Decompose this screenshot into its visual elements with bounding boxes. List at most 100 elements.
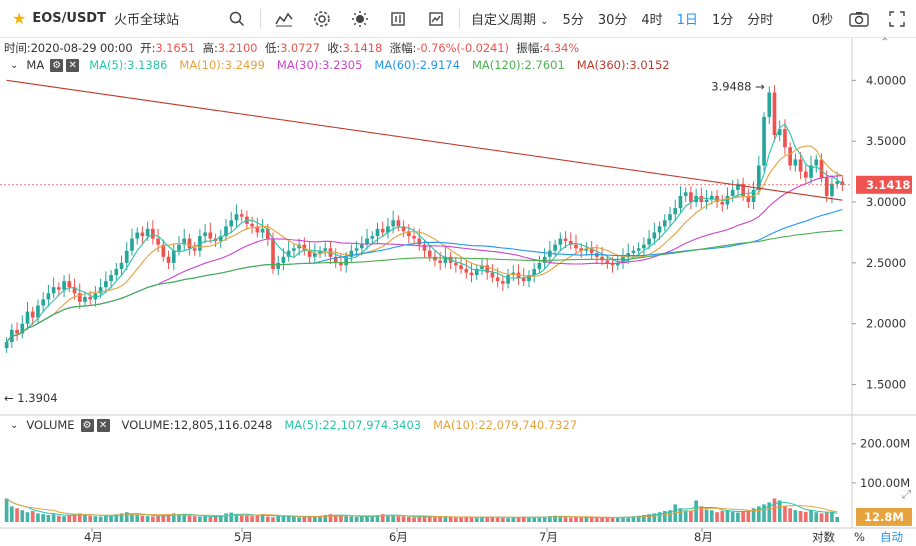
template-icon[interactable] — [417, 0, 455, 38]
price-tick-label: 4.0000 — [866, 73, 906, 87]
settings-icon[interactable] — [303, 0, 341, 38]
volume-bar — [20, 510, 25, 522]
camera-icon[interactable] — [840, 0, 878, 38]
volume-bar — [422, 516, 427, 522]
candle-body — [433, 256, 437, 261]
volume-bar — [239, 514, 244, 522]
ma120-value: MA(120):2.7601 — [471, 58, 565, 72]
volume-bar — [88, 515, 93, 522]
volume-bar — [407, 516, 411, 522]
volume-settings-icon[interactable]: ⚙ — [80, 418, 94, 432]
candle-body — [678, 195, 683, 209]
candle-body — [297, 244, 301, 249]
theme-icon[interactable] — [341, 0, 379, 38]
candle-body — [276, 262, 281, 269]
volume-bar — [762, 504, 766, 522]
percent-scale-toggle[interactable]: % — [854, 530, 865, 544]
compare-icon[interactable] — [379, 0, 417, 38]
interval-1d[interactable]: 1日 — [676, 13, 698, 28]
symbol-selector[interactable]: ★ EOS/USDT 火币全球站 — [0, 9, 218, 28]
volume-bar — [4, 498, 9, 522]
volume-bar — [516, 516, 521, 522]
log-scale-toggle[interactable]: 对数 — [812, 530, 835, 544]
interval-5m[interactable]: 5分 — [562, 13, 584, 28]
candle-body — [480, 265, 484, 269]
candle-body — [135, 232, 140, 239]
volume-bar — [605, 516, 610, 522]
volume-bar — [725, 510, 730, 522]
volume-bar — [370, 515, 375, 522]
candle-body — [668, 214, 672, 221]
custom-period-dropdown[interactable]: 自定义周期 ⌄ — [464, 9, 556, 28]
candle-body — [501, 281, 505, 284]
volume-bar — [610, 517, 615, 522]
candle-body — [532, 268, 537, 276]
volume-collapse-chevron-icon[interactable]: ⌄ — [10, 419, 19, 431]
volume-bar — [192, 516, 197, 522]
candle-body — [77, 293, 82, 302]
volume-bar — [521, 516, 526, 522]
volume-bar — [182, 514, 187, 522]
volume-close-icon[interactable]: ✕ — [96, 418, 110, 432]
candle-body — [438, 260, 442, 263]
candle-body — [359, 244, 364, 249]
candle-body — [260, 228, 265, 233]
volume-bar — [563, 517, 568, 522]
low-value: 3.0727 — [280, 41, 320, 55]
volume-bar — [474, 517, 479, 522]
candle-body — [354, 248, 359, 251]
auto-scale-toggle[interactable]: 自动 — [880, 530, 903, 544]
fullscreen-icon[interactable] — [878, 0, 916, 38]
search-icon[interactable] — [218, 0, 256, 38]
volume-bar — [218, 515, 223, 522]
volume-bar — [234, 514, 239, 522]
expand-pane-icon: ⤢ — [901, 487, 911, 501]
volume-bar — [286, 516, 291, 522]
ma-close-icon[interactable]: ✕ — [66, 58, 80, 72]
candle-body — [542, 256, 547, 263]
candle-body — [286, 250, 291, 257]
interval-4h[interactable]: 4时 — [641, 13, 663, 28]
candle-body — [495, 277, 500, 282]
close-value: 3.1418 — [342, 41, 383, 55]
volume-bar — [777, 500, 782, 522]
favorite-star-icon[interactable]: ★ — [12, 9, 27, 28]
interval-timeline[interactable]: 分时 — [747, 13, 774, 28]
volume-bar — [657, 512, 662, 522]
collapse-chevron-icon[interactable]: ⌄ — [10, 59, 19, 71]
volume-bar — [375, 514, 380, 522]
indicator-icon[interactable] — [265, 0, 303, 38]
time-tick-label: 8月 — [694, 530, 713, 544]
interval-1m[interactable]: 1分 — [711, 13, 734, 28]
interval-30m[interactable]: 30分 — [597, 13, 628, 28]
ma120-line — [6, 229, 843, 343]
candle-body — [119, 262, 124, 269]
volume-value: VOLUME:12,805,116.0248 — [121, 418, 273, 432]
price-tick-label: 2.0000 — [866, 317, 906, 331]
time-label: 时间: — [4, 41, 31, 55]
candle-body — [218, 236, 223, 241]
candle-body — [234, 214, 239, 221]
time-tick-label: 5月 — [234, 530, 253, 544]
volume-bar — [386, 514, 390, 522]
candle-body — [574, 244, 578, 249]
volume-bar — [41, 514, 46, 522]
candle-body — [657, 226, 662, 233]
volume-bar — [720, 511, 725, 522]
volume-bar — [30, 511, 35, 522]
candle-body — [454, 262, 458, 266]
candle-body — [302, 244, 307, 251]
ma-settings-icon[interactable]: ⚙ — [50, 58, 64, 72]
candle-body — [762, 116, 766, 166]
volume-bar — [140, 515, 145, 522]
volume-bar — [595, 518, 599, 522]
open-label: 开: — [140, 41, 156, 55]
candle-body — [506, 275, 510, 284]
candle-body — [224, 226, 228, 237]
change-label: 涨幅: — [389, 41, 417, 55]
volume-bar — [798, 511, 803, 522]
candle-body — [239, 214, 244, 217]
candle-body — [464, 268, 469, 273]
volume-bar — [448, 517, 453, 522]
